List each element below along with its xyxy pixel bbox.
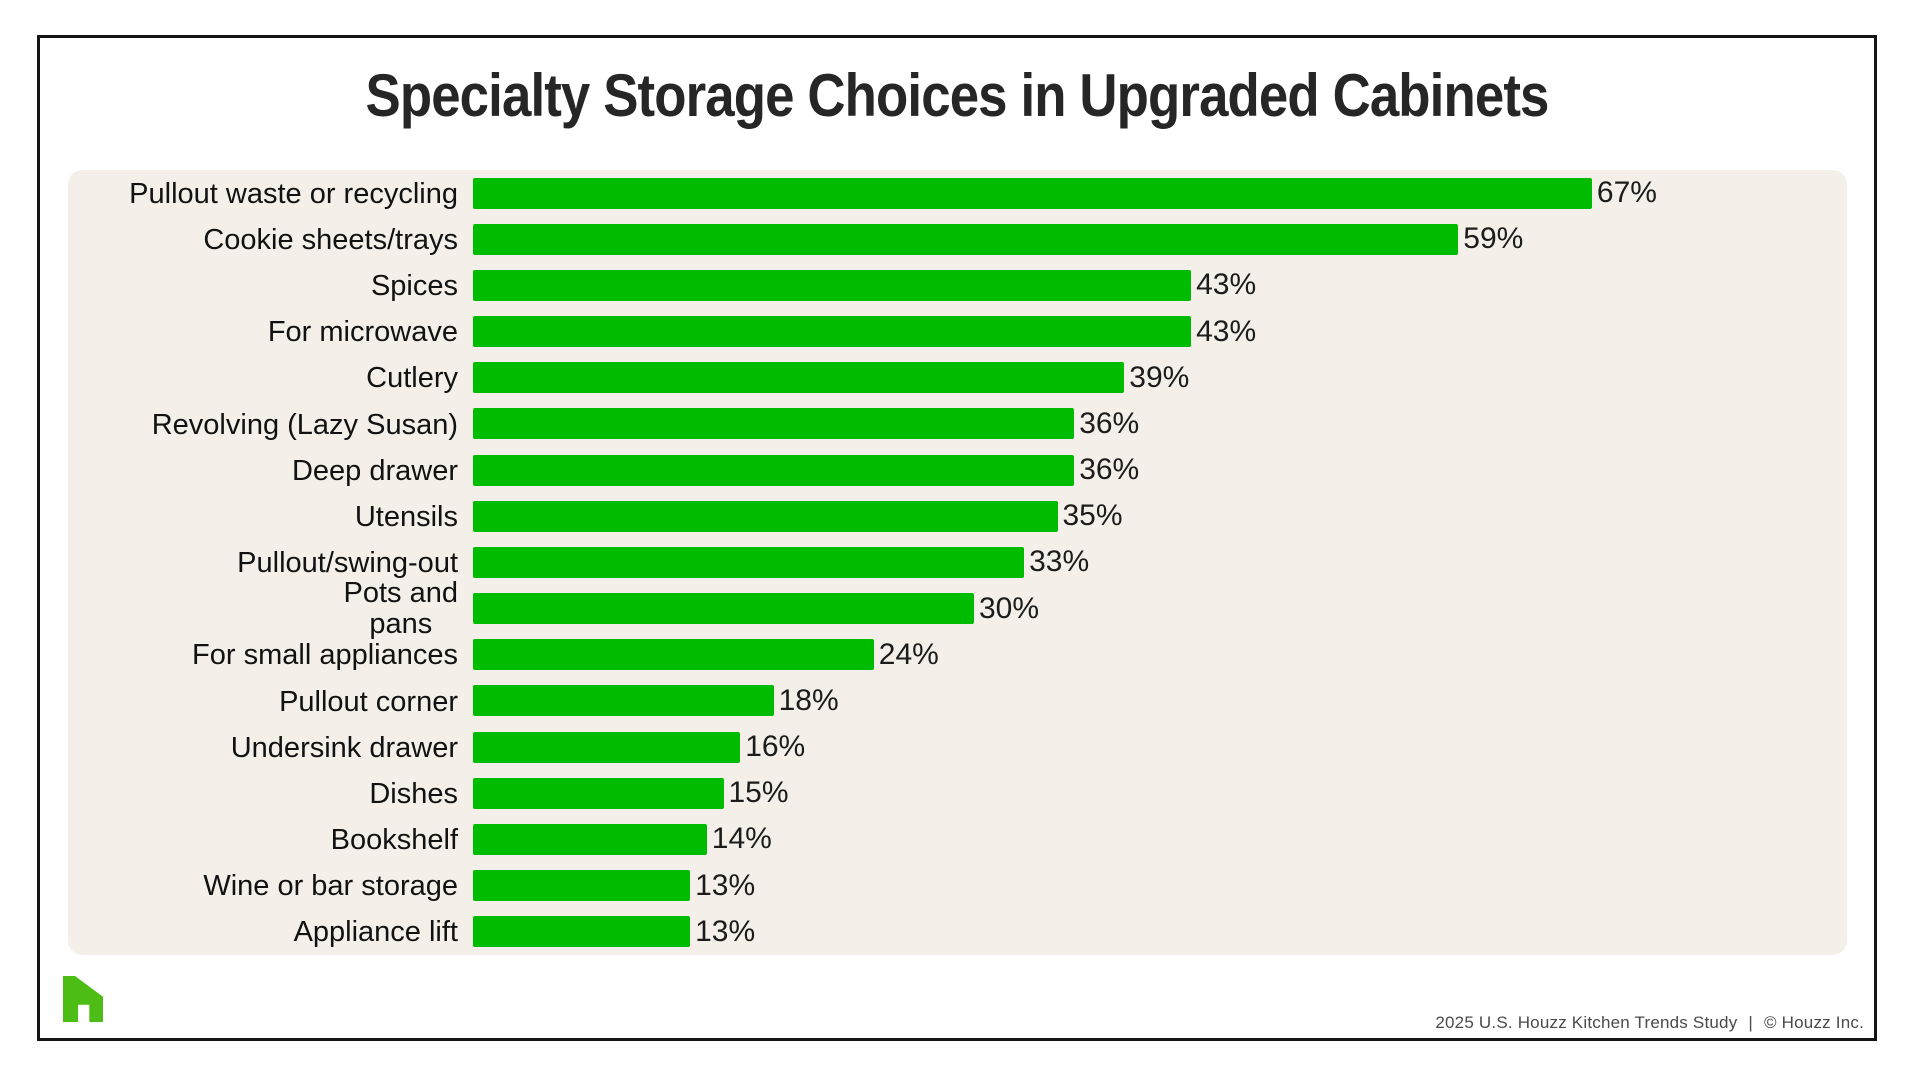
bar — [473, 454, 1075, 486]
bar — [473, 777, 724, 809]
bar — [473, 870, 691, 902]
bar — [473, 269, 1192, 301]
bar-label: Spices — [370, 270, 458, 303]
bar-label: Wine or bar storage — [203, 870, 458, 903]
bar-cell: 36% — [473, 447, 1809, 493]
bar-value-label: 36% — [1079, 406, 1140, 440]
bar — [473, 546, 1025, 578]
bar-value-label: 59% — [1463, 222, 1524, 256]
bar-label: Deep drawer — [291, 454, 458, 487]
bar-cell: 14% — [473, 816, 1809, 862]
bar — [473, 685, 774, 717]
footer-separator: | — [1748, 1013, 1754, 1032]
bar-cell: 24% — [473, 632, 1809, 678]
bar-cell: 18% — [473, 678, 1809, 724]
bar-row: For small appliances 24% — [68, 632, 1809, 678]
bar-row: Dishes 15% — [68, 770, 1809, 816]
bar-label: Undersink drawer — [230, 731, 458, 764]
bar-value-label: 18% — [778, 683, 839, 717]
bar-value-label: 43% — [1196, 268, 1257, 302]
bar-label: Bookshelf — [330, 824, 458, 857]
bar-row: Pullout/swing-out 33% — [68, 539, 1809, 585]
bar-label: Utensils — [354, 500, 458, 533]
bar-cell: 67% — [473, 170, 1809, 216]
bar-value-label: 33% — [1029, 545, 1090, 579]
bar — [473, 223, 1459, 255]
bar-label: Appliance lift — [293, 916, 458, 949]
bar-value-label: 16% — [745, 730, 806, 764]
bar-cell: 13% — [473, 909, 1809, 955]
houzz-logo-icon — [63, 976, 103, 1022]
bar-row: Cutlery 39% — [68, 355, 1809, 401]
bar-cell: 33% — [473, 539, 1809, 585]
bar-cell: 15% — [473, 770, 1809, 816]
bar-rows: Pullout waste or recycling 67% Cookie shee… — [68, 170, 1847, 955]
bar-cell: 16% — [473, 724, 1809, 770]
bar-row: Wine or bar storage 13% — [68, 863, 1809, 909]
bar-row: Pots and pans 30% — [68, 578, 1809, 639]
footer-credit: 2025 U.S. Houzz Kitchen Trends Study | ©… — [1435, 1013, 1864, 1033]
bar-row: Cookie sheets/trays 59% — [68, 216, 1809, 262]
bar-label: Pots and pans — [343, 577, 458, 640]
bar-label: Pullout waste or recycling — [129, 177, 458, 210]
bar-value-label: 14% — [711, 822, 772, 856]
bar-value-label: 39% — [1129, 360, 1190, 394]
bar — [473, 593, 974, 625]
bar-cell: 13% — [473, 863, 1809, 909]
bar — [473, 316, 1192, 348]
bar-cell: 43% — [473, 262, 1809, 308]
bar-row: Revolving (Lazy Susan) 36% — [68, 401, 1809, 447]
bar-row: Appliance lift 13% — [68, 909, 1809, 955]
bar — [473, 639, 874, 671]
page-title: Specialty Storage Choices in Upgraded Ca… — [365, 62, 1549, 129]
bar-row: Pullout waste or recycling 67% — [68, 170, 1809, 216]
bar-label: For small appliances — [192, 639, 458, 672]
bar-row: Pullout corner 18% — [68, 678, 1809, 724]
bar-value-label: 30% — [979, 591, 1040, 625]
bar-cell: 35% — [473, 493, 1809, 539]
bar-label: Revolving (Lazy Susan) — [151, 408, 458, 441]
bar — [473, 362, 1125, 394]
bar-cell: 30% — [473, 586, 1809, 632]
footer-study-text: 2025 U.S. Houzz Kitchen Trends Study — [1435, 1013, 1738, 1032]
bar-value-label: 13% — [695, 914, 756, 948]
bar-row: Deep drawer 36% — [68, 447, 1809, 493]
bar-cell: 39% — [473, 355, 1809, 401]
bar-label: Pullout/swing-out — [237, 547, 458, 580]
bar-value-label: 15% — [728, 776, 789, 810]
bar-label: Dishes — [369, 777, 458, 810]
bar — [473, 408, 1075, 440]
bar-label: Cookie sheets/trays — [203, 223, 458, 256]
bar-value-label: 24% — [878, 637, 939, 671]
bar-value-label: 43% — [1196, 314, 1257, 348]
bar-row: Spices 43% — [68, 262, 1809, 308]
bar-row: Undersink drawer 16% — [68, 724, 1809, 770]
bar-value-label: 36% — [1079, 453, 1140, 487]
bar-row: For microwave 43% — [68, 309, 1809, 355]
bar-label: Cutlery — [366, 362, 458, 395]
chart-panel: Pullout waste or recycling 67% Cookie shee… — [68, 170, 1847, 955]
bar-cell: 59% — [473, 216, 1809, 262]
bar-label: Pullout corner — [279, 685, 458, 718]
bar — [473, 500, 1058, 532]
bar-value-label: 13% — [695, 868, 756, 902]
infographic-card: Specialty Storage Choices in Upgraded Ca… — [37, 35, 1877, 1041]
bar — [473, 731, 741, 763]
bar — [473, 823, 707, 855]
bar-row: Utensils 35% — [68, 493, 1809, 539]
bar — [473, 177, 1592, 209]
footer-copyright: © Houzz Inc. — [1764, 1013, 1864, 1032]
bar-value-label: 35% — [1062, 499, 1123, 533]
bar — [473, 916, 691, 948]
bar-row: Bookshelf 14% — [68, 816, 1809, 862]
bar-value-label: 67% — [1596, 176, 1657, 210]
bar-cell: 36% — [473, 401, 1809, 447]
bar-cell: 43% — [473, 309, 1809, 355]
bar-label: For microwave — [267, 316, 458, 349]
